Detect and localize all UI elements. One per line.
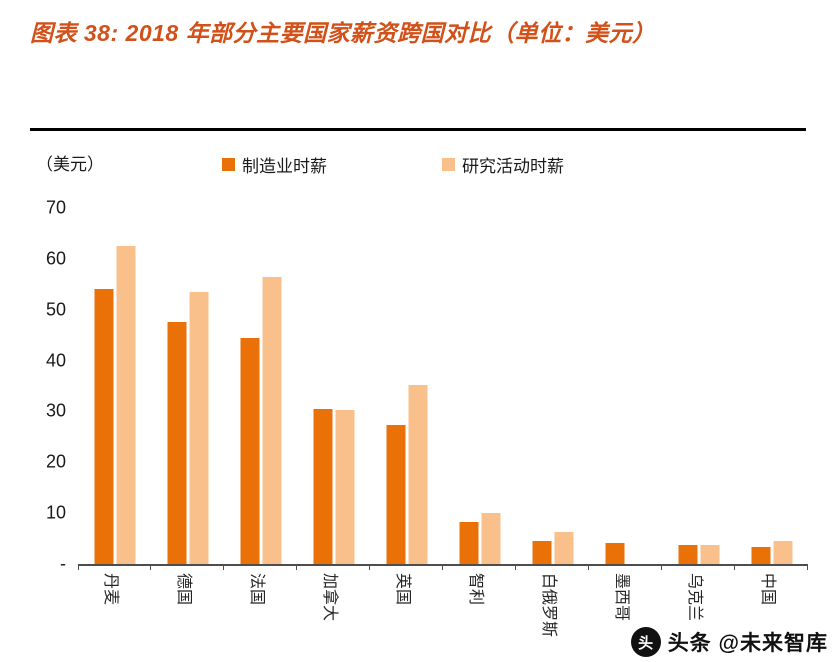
bar-group [167, 208, 208, 564]
y-tick-label: 30 [45, 400, 66, 421]
y-tick-label: 50 [45, 299, 66, 320]
x-tick-label: 白俄罗斯 [539, 573, 557, 638]
plot-area: 丹麦 德国 法国 加拿大 英国 智利 白俄罗斯 墨西哥 乌克兰 中国 [78, 208, 808, 637]
bar-group [605, 208, 646, 564]
category-column: 智利 [443, 208, 516, 605]
bar-制造业时薪 [94, 289, 113, 564]
category-column: 丹麦 [78, 208, 151, 605]
watermark-text: 头条 @未来智库 [667, 632, 828, 655]
y-tick-label: - [60, 553, 66, 574]
bar-group [313, 208, 354, 564]
y-tick-label: 60 [45, 248, 66, 269]
legend-item: 研究活动时薪 [442, 152, 564, 177]
legend-label: 研究活动时薪 [462, 157, 564, 176]
bar-group [240, 208, 281, 564]
x-tick-label: 法国 [247, 573, 265, 606]
bar-研究活动时薪 [554, 531, 573, 564]
category-column: 加拿大 [297, 208, 370, 621]
legend-swatch [442, 158, 455, 171]
y-tick-label: 10 [45, 502, 66, 523]
bar-制造业时薪 [751, 547, 770, 564]
y-tick-label: 20 [45, 451, 66, 472]
chart-title: 图表 38: 2018 年部分主要国家薪资跨国对比（单位：美元） [30, 20, 656, 46]
x-tick-label: 墨西哥 [612, 573, 630, 622]
bar-研究活动时薪 [773, 540, 792, 564]
bar-group [532, 208, 573, 564]
category-column: 德国 [151, 208, 224, 605]
bar-研究活动时薪 [262, 276, 281, 564]
x-tick-label: 中国 [758, 573, 776, 606]
bar-group [94, 208, 135, 564]
bar-制造业时薪 [532, 540, 551, 564]
bar-研究活动时薪 [408, 384, 427, 564]
legend-swatch [222, 158, 235, 171]
bar-group [678, 208, 719, 564]
watermark: 头 头条 @未来智库 [630, 627, 828, 657]
bar-研究活动时薪 [481, 513, 500, 564]
bar-研究活动时薪 [116, 246, 135, 564]
bar-制造业时薪 [459, 521, 478, 564]
bar-group [386, 208, 427, 564]
legend-label: 制造业时薪 [242, 157, 327, 176]
bar-制造业时薪 [386, 425, 405, 564]
category-column: 法国 [224, 208, 297, 605]
divider-line [30, 128, 806, 131]
bar-group [751, 208, 792, 564]
bar-group [459, 208, 500, 564]
x-tick-label: 丹麦 [101, 573, 119, 606]
bar-制造业时薪 [313, 408, 332, 564]
bar-研究活动时薪 [335, 409, 354, 564]
bar-研究活动时薪 [189, 291, 208, 564]
category-column: 白俄罗斯 [516, 208, 589, 637]
chart-legend: 制造业时薪 研究活动时薪 [0, 152, 811, 177]
y-axis-unit-label: （美元） [36, 155, 104, 174]
x-tick-label: 英国 [393, 573, 411, 606]
x-tick-label: 乌克兰 [685, 573, 703, 622]
bar-制造业时薪 [167, 322, 186, 564]
y-tick-label: 70 [45, 197, 66, 218]
y-tick-label: 40 [45, 350, 66, 371]
category-column: 中国 [735, 208, 808, 605]
bar-制造业时薪 [678, 544, 697, 564]
legend-item: 制造业时薪 [222, 152, 327, 177]
bar-研究活动时薪 [700, 544, 719, 564]
x-tick-label: 加拿大 [320, 573, 338, 622]
category-column: 墨西哥 [589, 208, 662, 621]
bar-制造业时薪 [240, 337, 259, 564]
y-axis: 70 60 50 40 30 20 10 - [0, 198, 66, 574]
toutiao-logo-icon: 头 [630, 627, 661, 657]
x-tick-label: 德国 [174, 573, 192, 606]
x-tick-label: 智利 [466, 573, 484, 606]
category-column: 乌克兰 [662, 208, 735, 621]
category-column: 英国 [370, 208, 443, 605]
bar-制造业时薪 [605, 542, 624, 564]
